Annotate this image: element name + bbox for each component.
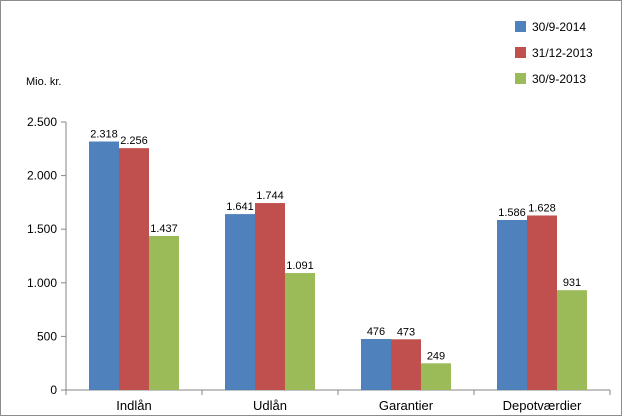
- data-label: 1.744: [256, 190, 284, 202]
- legend-item-series-2: 31/12-2013: [515, 40, 620, 66]
- y-tick-label: 0: [50, 383, 57, 397]
- data-label: 1.641: [226, 201, 254, 213]
- bar: [557, 290, 587, 390]
- x-tick-label: Udlån: [253, 398, 287, 413]
- data-label: 2.318: [90, 129, 118, 141]
- data-label: 1.628: [528, 202, 556, 214]
- x-tick-label: Depotværdier: [503, 398, 582, 413]
- bar: [285, 273, 315, 390]
- bar: [225, 214, 255, 390]
- legend-item-series-1: 30/9-2014: [515, 14, 620, 40]
- bar: [391, 339, 421, 390]
- data-label: 1.586: [498, 207, 526, 219]
- y-axis-title: Mio. kr.: [26, 76, 62, 88]
- legend-swatch-series-3: [515, 73, 526, 85]
- y-tick-label: 1.000: [27, 276, 57, 290]
- data-label: 931: [563, 277, 581, 289]
- bar: [421, 363, 451, 390]
- bar: [527, 215, 557, 390]
- legend-label-series-1: 30/9-2014: [532, 20, 587, 34]
- legend-swatch-series-1: [515, 21, 526, 33]
- data-label: 1.437: [150, 223, 178, 235]
- data-label: 476: [367, 326, 385, 338]
- y-tick-label: 1.500: [27, 222, 57, 236]
- bars: [89, 141, 587, 390]
- y-tick-label: 2.500: [27, 115, 57, 129]
- data-label: 1.091: [286, 260, 314, 272]
- legend-label-series-3: 30/9-2013: [532, 72, 587, 86]
- bar: [361, 338, 391, 390]
- bar: [497, 219, 527, 390]
- data-label: 249: [427, 350, 445, 362]
- legend-label-series-2: 31/12-2013: [532, 46, 593, 60]
- legend-swatch-series-2: [515, 47, 526, 59]
- bar: [119, 148, 149, 390]
- bar: [255, 203, 285, 390]
- legend: 30/9-2014 31/12-2013 30/9-2013: [515, 14, 620, 92]
- x-tick-label: Indlån: [116, 398, 151, 413]
- data-label: 473: [397, 326, 415, 338]
- legend-item-series-3: 30/9-2013: [515, 66, 620, 92]
- bar: [89, 141, 119, 390]
- data-label: 2.256: [120, 135, 148, 147]
- bar: [149, 235, 179, 390]
- y-tick-label: 500: [37, 329, 57, 343]
- y-tick-label: 2.000: [27, 169, 57, 183]
- x-tick-label: Garantier: [379, 398, 434, 413]
